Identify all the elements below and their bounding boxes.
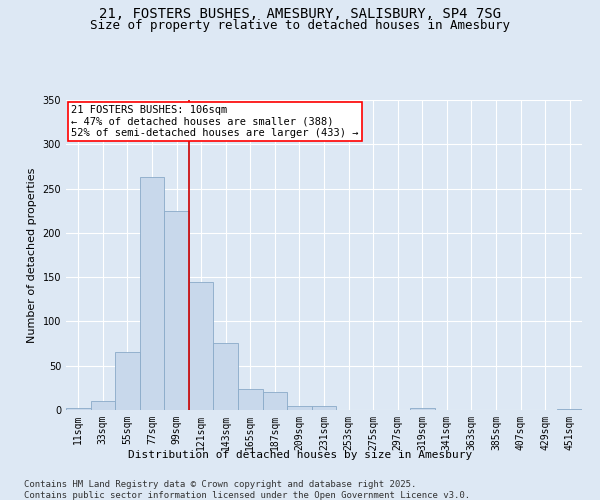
Bar: [287, 406, 312, 410]
Bar: [238, 388, 263, 410]
Y-axis label: Number of detached properties: Number of detached properties: [27, 168, 37, 342]
Bar: [164, 210, 189, 410]
Text: 21, FOSTERS BUSHES, AMESBURY, SALISBURY, SP4 7SG: 21, FOSTERS BUSHES, AMESBURY, SALISBURY,…: [99, 8, 501, 22]
Bar: [263, 392, 287, 410]
Bar: [312, 406, 336, 410]
Bar: [140, 177, 164, 410]
Text: Size of property relative to detached houses in Amesbury: Size of property relative to detached ho…: [90, 18, 510, 32]
Bar: [115, 352, 140, 410]
Text: Distribution of detached houses by size in Amesbury: Distribution of detached houses by size …: [128, 450, 472, 460]
Text: Contains HM Land Registry data © Crown copyright and database right 2025.
Contai: Contains HM Land Registry data © Crown c…: [24, 480, 470, 500]
Bar: [410, 408, 434, 410]
Bar: [66, 408, 91, 410]
Bar: [214, 342, 238, 410]
Bar: [91, 401, 115, 410]
Text: 21 FOSTERS BUSHES: 106sqm
← 47% of detached houses are smaller (388)
52% of semi: 21 FOSTERS BUSHES: 106sqm ← 47% of detac…: [71, 104, 359, 138]
Bar: [189, 282, 214, 410]
Bar: [557, 409, 582, 410]
